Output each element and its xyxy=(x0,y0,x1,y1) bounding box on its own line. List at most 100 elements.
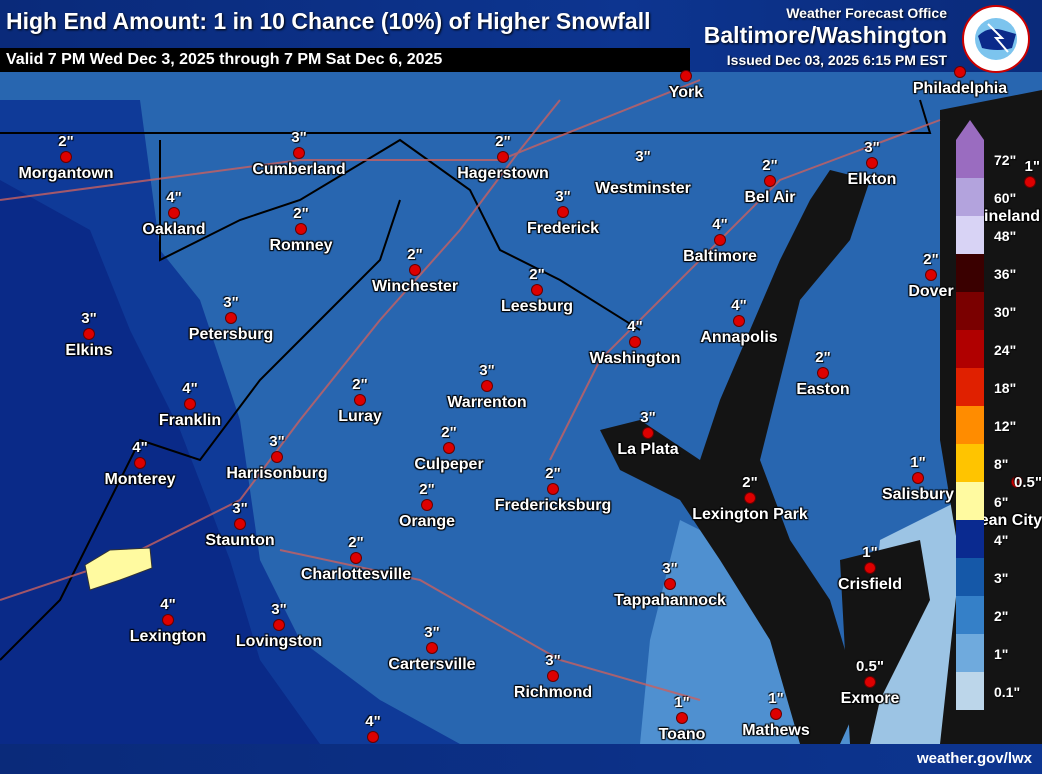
city-dot-icon xyxy=(926,270,936,280)
city-name: Staunton xyxy=(205,532,275,549)
wv-va-border xyxy=(0,138,641,661)
wfo-label: Weather Forecast Office xyxy=(786,5,947,21)
city-name: Salisbury xyxy=(881,486,955,503)
city-dot-icon xyxy=(444,443,454,453)
snow-amount: 3" xyxy=(291,129,307,146)
city-dot-icon xyxy=(532,285,542,295)
city-dot-icon xyxy=(422,500,432,510)
snow-amount: 3" xyxy=(223,294,239,311)
city-dot-icon xyxy=(865,563,875,573)
snow-amount: 0.5" xyxy=(1014,474,1042,491)
snow-amount: 3" xyxy=(232,500,248,517)
city-name: Petersburg xyxy=(188,326,274,343)
city-name: Franklin xyxy=(158,412,222,429)
snow-amount: 4" xyxy=(365,713,381,730)
snow-amount: 3" xyxy=(545,652,561,669)
legend-label: 12" xyxy=(994,418,1017,434)
snow-amount: 2" xyxy=(545,465,561,482)
legend-label: 4" xyxy=(994,532,1009,548)
snow-amount: 3" xyxy=(555,188,571,205)
city-name: Dover xyxy=(908,283,954,300)
city-dot-icon xyxy=(1012,477,1022,487)
snow-amount: 3" xyxy=(479,362,495,379)
city-name: Warrenton xyxy=(447,394,527,411)
legend-swatch xyxy=(956,634,984,672)
city-dot-icon xyxy=(226,313,236,323)
snow-amount: 2" xyxy=(293,205,309,222)
snow-amount: 4" xyxy=(627,318,643,335)
city-name: Richmond xyxy=(513,684,593,701)
legend-swatch xyxy=(956,178,984,216)
city-dot-icon xyxy=(296,224,306,234)
city-name: Cartersville xyxy=(388,656,476,673)
chesapeake-bay xyxy=(600,170,870,744)
city-dot-icon xyxy=(677,713,687,723)
city-name: Washington xyxy=(589,350,681,367)
snow-amount: 2" xyxy=(348,534,364,551)
issued-time: Issued Dec 03, 2025 6:15 PM EST xyxy=(726,52,947,68)
legend-label: 24" xyxy=(994,342,1017,358)
city-dot-icon xyxy=(630,337,640,347)
city-dot-icon xyxy=(771,709,781,719)
legend-label: 2" xyxy=(994,608,1009,624)
city-dot-icon xyxy=(643,428,653,438)
city-name: Exmore xyxy=(840,690,900,707)
city-name: Lovingston xyxy=(235,633,323,650)
legend-label: 18" xyxy=(994,380,1017,396)
city-name: Cumberland xyxy=(252,161,346,178)
snow-amount: 3" xyxy=(424,624,440,641)
legend-swatch xyxy=(956,596,984,634)
legend-swatch xyxy=(956,140,984,178)
footer-url[interactable]: weather.gov/lwx xyxy=(916,750,1032,767)
city-name: Frederick xyxy=(526,220,600,237)
legend-swatch xyxy=(956,444,984,482)
snow-amount: 1" xyxy=(768,690,784,707)
city-name: Westminster xyxy=(595,180,691,197)
snow-amount: 2" xyxy=(762,157,778,174)
city-dot-icon xyxy=(715,235,725,245)
city-dot-icon xyxy=(765,176,775,186)
city-name: Leesburg xyxy=(500,298,573,315)
city-dot-icon xyxy=(681,71,691,81)
snow-amount: 3" xyxy=(662,560,678,577)
city-name: Annapolis xyxy=(700,329,778,346)
city-dot-icon xyxy=(867,158,877,168)
valid-period: Valid 7 PM Wed Dec 3, 2025 through 7 PM … xyxy=(0,48,690,72)
snow-amount: 3" xyxy=(864,139,880,156)
city-name: Hagerstown xyxy=(457,165,549,182)
city-name: Luray xyxy=(338,408,382,425)
legend-label: 3" xyxy=(994,570,1009,586)
city-name: Bel Air xyxy=(744,189,796,206)
highways xyxy=(0,79,941,701)
city-name: Lexington Park xyxy=(692,506,808,523)
legend-swatch xyxy=(956,368,984,406)
city-dot-icon xyxy=(548,484,558,494)
city-name: Elkton xyxy=(847,171,897,188)
city-name: Philadelphia xyxy=(912,80,1008,97)
city-name: Lexington xyxy=(129,628,207,645)
city-dot-icon xyxy=(163,615,173,625)
snow-amount: 3" xyxy=(81,310,97,327)
city-dot-icon xyxy=(1025,177,1035,187)
city-name: La Plata xyxy=(617,441,679,458)
snow-amount: 3" xyxy=(635,148,651,165)
snow-amount: 3" xyxy=(271,601,287,618)
md-pa-border xyxy=(0,99,932,134)
legend-swatch xyxy=(956,216,984,254)
legend-swatch xyxy=(956,520,984,558)
city-name: Toano xyxy=(658,726,706,743)
city-dot-icon xyxy=(548,671,558,681)
city-dot-icon xyxy=(818,368,828,378)
snow-amount: 2" xyxy=(58,133,74,150)
city-name: Oakland xyxy=(142,221,206,238)
snow-amount: 1" xyxy=(910,454,926,471)
city-name: Morgantown xyxy=(18,165,114,182)
city-dot-icon xyxy=(368,732,378,742)
legend-label: 36" xyxy=(994,266,1017,282)
nws-logo-icon xyxy=(962,5,1030,73)
city-name: Culpeper xyxy=(414,456,484,473)
legend-swatch xyxy=(956,406,984,444)
legend-swatch xyxy=(956,558,984,596)
city-dot-icon xyxy=(913,473,923,483)
city-dot-icon xyxy=(135,458,145,468)
